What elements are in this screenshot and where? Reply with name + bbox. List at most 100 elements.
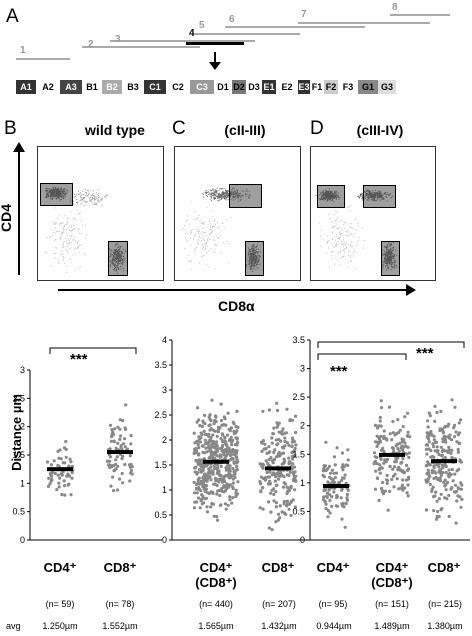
- data-point-1-0-255: [199, 499, 203, 503]
- data-point-1-0-296: [197, 459, 201, 463]
- data-point-1-1-122: [258, 462, 262, 466]
- data-point-2-1-66: [372, 451, 377, 455]
- data-point-2-2-65: [450, 486, 454, 490]
- data-point-2-1-18: [391, 419, 395, 424]
- data-point-1-0-395: [200, 461, 204, 465]
- data-point-2-1-134: [391, 474, 395, 478]
- data-point-1-1-9: [263, 442, 267, 446]
- band-C2: C2: [166, 80, 190, 94]
- data-point-2-2-49: [437, 465, 441, 469]
- data-point-2-2-6: [426, 468, 430, 472]
- data-point-1-0-329: [219, 454, 223, 459]
- band-G1: G1: [358, 80, 378, 94]
- gate-cd8: [108, 241, 128, 276]
- data-point-1-0-375: [223, 439, 227, 443]
- avg-c-1: 1.432µm: [261, 621, 297, 631]
- data-point-1-0-355: [224, 466, 228, 470]
- mean-bar-2-1: [379, 452, 405, 457]
- band-F1: F1: [310, 80, 324, 94]
- data-point-1-0-288: [196, 471, 200, 475]
- data-point-0-0-46: [61, 461, 65, 465]
- data-point-1-0-327: [227, 427, 231, 431]
- data-point-2-1-24: [398, 428, 402, 432]
- data-point-2-1-61: [391, 467, 395, 471]
- data-point-2-2-62: [454, 521, 458, 525]
- data-point-2-2-183: [436, 509, 440, 514]
- segment-line-4: [186, 42, 244, 45]
- data-point-1-1-99: [272, 499, 276, 503]
- data-point-1-0-393: [209, 490, 213, 494]
- data-point-1-0-190: [231, 447, 235, 452]
- data-point-1-0-221: [209, 505, 213, 509]
- data-point-2-2-204: [444, 424, 448, 428]
- data-point-2-1-125: [375, 444, 379, 448]
- data-point-2-2-5: [439, 409, 443, 413]
- data-point-1-0-293: [230, 439, 234, 443]
- data-point-1-0-267: [218, 473, 222, 477]
- data-point-2-1-114: [397, 487, 401, 491]
- data-point-1-0-392: [229, 457, 233, 461]
- data-point-2-0-82: [342, 476, 346, 480]
- data-point-1-0-40: [197, 446, 201, 450]
- data-point-2-0-58: [344, 463, 348, 467]
- data-point-1-0-368: [223, 474, 227, 478]
- data-point-1-1-77: [267, 445, 271, 449]
- data-point-1-1-116: [285, 441, 289, 445]
- data-point-1-0-367: [206, 442, 210, 446]
- data-point-2-1-115: [401, 488, 405, 492]
- data-point-2-1-127: [400, 440, 405, 444]
- data-point-2-2-188: [433, 419, 437, 423]
- panel-label-d: D: [310, 118, 324, 139]
- data-point-1-0-129: [212, 514, 216, 518]
- data-point-2-0-7: [322, 495, 326, 499]
- data-point-2-1-27: [406, 483, 410, 487]
- data-point-2-2-26: [450, 398, 454, 402]
- data-point-0-1-1: [123, 437, 127, 441]
- data-point-1-1-185: [267, 526, 271, 530]
- data-point-0-1-49: [118, 427, 122, 431]
- data-point-1-1-132: [290, 444, 294, 448]
- ytick-label-1-7: 3.5: [154, 360, 167, 370]
- data-point-2-2-123: [428, 414, 432, 418]
- data-point-1-1-198: [275, 401, 279, 405]
- data-point-2-2-115: [425, 452, 429, 456]
- data-point-2-2-206: [459, 481, 463, 485]
- band-F3: F3: [338, 80, 358, 94]
- data-point-1-0-65: [234, 464, 239, 469]
- data-point-1-1-72: [291, 462, 295, 466]
- data-point-1-0-170: [202, 421, 206, 425]
- data-point-2-0-63: [340, 517, 344, 521]
- gate-cd4-cd8: [363, 185, 396, 208]
- ytick-label-1-8: 4: [162, 335, 167, 345]
- data-point-0-1-4: [113, 427, 117, 431]
- sig-bracket-b: [49, 347, 137, 354]
- data-point-2-1-133: [380, 466, 384, 470]
- data-point-2-1-71: [385, 438, 389, 442]
- data-point-0-1-40: [119, 434, 123, 438]
- data-point-1-0-401: [197, 486, 201, 490]
- data-point-1-0-433: [199, 431, 203, 435]
- data-point-0-1-43: [114, 462, 118, 466]
- n-d-2: (n= 215): [428, 599, 462, 609]
- data-point-1-1-120: [267, 500, 271, 504]
- data-point-1-0-111: [231, 496, 235, 500]
- data-point-1-1-179: [279, 471, 283, 476]
- data-point-0-1-54: [107, 463, 111, 467]
- data-point-1-0-422: [221, 449, 225, 453]
- data-point-2-2-182: [453, 490, 457, 494]
- data-point-2-2-80: [456, 486, 460, 490]
- data-point-2-0-19: [343, 525, 347, 529]
- data-point-2-2-92: [459, 505, 463, 509]
- data-point-1-0-399: [196, 453, 201, 457]
- data-point-2-0-45: [332, 490, 336, 494]
- data-point-1-1-16: [287, 456, 291, 460]
- data-point-1-1-51: [275, 483, 279, 487]
- ytick-label-2-1: 0.5: [292, 506, 305, 516]
- data-point-2-1-83: [404, 444, 408, 448]
- data-point-2-1-67: [377, 498, 381, 503]
- data-point-2-1-107: [378, 471, 382, 475]
- data-point-2-2-146: [441, 448, 445, 452]
- data-point-2-2-200: [459, 487, 463, 491]
- data-point-0-0-6: [49, 463, 54, 467]
- data-point-1-0-135: [212, 467, 217, 471]
